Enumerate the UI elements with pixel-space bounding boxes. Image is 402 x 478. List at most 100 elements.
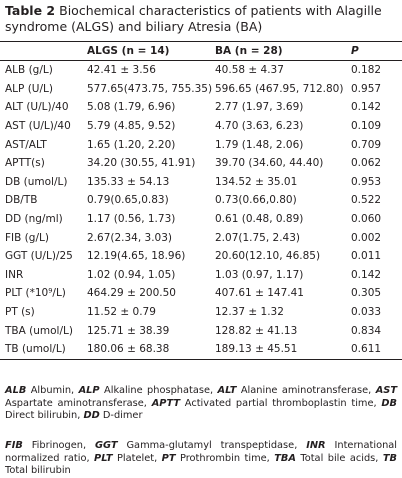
table-cell: 0.142 (351, 268, 382, 281)
table-cell: 1.02 (0.94, 1.05) (87, 268, 176, 281)
abbreviation: DB (381, 397, 397, 409)
table-cell: 128.82 ± 41.13 (215, 324, 298, 337)
abbreviation-desc: Albumin, (30, 385, 75, 396)
title-text: Biochemical characteristics of patients … (5, 3, 382, 34)
abbreviation-desc: D-dimer (102, 410, 143, 422)
table-cell: 125.71 ± 38.39 (87, 324, 170, 337)
table-cell: 0.002 (351, 231, 382, 244)
table-cell: 180.06 ± 68.38 (87, 343, 170, 356)
table-cell: 464.29 ± 200.50 (87, 287, 176, 300)
abbreviation: PLT (94, 452, 113, 464)
abbreviation-desc: Direct bilirubin, (5, 410, 81, 422)
abbreviation: TB (382, 452, 398, 464)
table-cell: ALT (U/L)/40 (5, 101, 69, 114)
abbreviation: ALP (78, 385, 100, 396)
table-cell: 34.20 (30.55, 41.91) (87, 157, 196, 170)
abbreviation-desc: Total bile acids, (300, 452, 379, 464)
table-cell: PLT (*10⁹/L) (5, 287, 66, 300)
table-cell: 0.957 (351, 82, 382, 95)
table-cell: 2.77 (1.97, 3.69) (215, 101, 304, 114)
table-cell: 407.61 ± 147.41 (215, 287, 304, 300)
data-table: ALGS (n = 14) BA (n = 28) P ALB (g/L) 42.41… (0, 41, 402, 360)
table-row: ALB (g/L) 42.41 ± 3.56 40.58 ± 4.37 0.182 (0, 61, 402, 80)
table-cell: 135.33 ± 54.13 (87, 175, 170, 188)
column-header: BA (n = 28) (215, 45, 283, 57)
table-cell: 1.65 (1.20, 2.20) (87, 138, 176, 151)
table-row: AST (U/L)/40 5.79 (4.85, 9.52) 4.70 (3.63,… (0, 117, 402, 136)
table-cell: INR (5, 268, 24, 281)
table-row: INR 1.02 (0.94, 1.05) 1.03 (0.97, 1.17) 0.1… (0, 266, 402, 285)
table-cell: 12.37 ± 1.32 (215, 306, 284, 319)
table-cell: 42.41 ± 3.56 (87, 64, 156, 77)
abbreviation-desc: Platelet, (116, 452, 158, 464)
table-cell: AST/ALT (5, 138, 47, 151)
abbreviation-desc: Activated partial thromboplastin time, (184, 397, 377, 409)
abbreviation: TBA (274, 452, 296, 464)
table-row: TB (umol/L) 180.06 ± 68.38 189.13 ± 45.51 0… (0, 340, 402, 359)
table-cell: 0.033 (351, 306, 382, 319)
table-cell: AST (U/L)/40 (5, 120, 71, 133)
table-cell: DD (ng/ml) (5, 213, 63, 226)
table-cell: 2.67(2.34, 3.03) (87, 231, 173, 244)
column-header (0, 42, 87, 61)
footnote: FIB Fibrinogen, GGT Gamma-glutamyl trans… (5, 440, 397, 478)
table-cell: 0.522 (351, 194, 382, 207)
footnote: ALB Albumin, ALP Alkaline phosphatase, A… (5, 385, 397, 423)
column-header: P (351, 45, 359, 57)
table-cell: 0.062 (351, 157, 382, 170)
table-row: ALT (U/L)/40 5.08 (1.79, 6.96) 2.77 (1.97,… (0, 98, 402, 117)
table-cell: 0.011 (351, 250, 382, 263)
table-cell: 596.65 (467.95, 712.80) (215, 82, 344, 95)
table-cell: 40.58 ± 4.37 (215, 64, 284, 77)
table-cell: DB/TB (5, 194, 38, 207)
title-label: Table 2 (5, 3, 56, 18)
table-cell: 0.73(0.66,0.80) (215, 194, 297, 207)
table-cell: ALP (U/L) (5, 82, 53, 95)
abbreviation-desc: Alkaline phosphatase, (104, 385, 214, 396)
table-cell: 0.109 (351, 120, 382, 133)
table-row: DB (umol/L) 135.33 ± 54.13 134.52 ± 35.01 0… (0, 173, 402, 192)
table-cell: 2.07(1.75, 2.43) (215, 231, 301, 244)
abbreviation-desc: Alanine aminotransferase, (240, 385, 372, 396)
table-row: PT (s) 11.52 ± 0.79 12.37 ± 1.32 0.033 (0, 303, 402, 322)
table-cell: 0.709 (351, 138, 382, 151)
table-cell: 0.305 (351, 287, 382, 300)
abbreviation-desc: Aspartate aminotransferase, (5, 397, 147, 409)
table-row: TBA (umol/L) 125.71 ± 38.39 128.82 ± 41.13… (0, 321, 402, 340)
abbreviation: ALB (5, 385, 27, 396)
table-cell: 5.79 (4.85, 9.52) (87, 120, 176, 133)
table-cell: DB (umol/L) (5, 175, 68, 188)
table-cell: 39.70 (34.60, 44.40) (215, 157, 324, 170)
abbreviation-desc: International normalized ratio, (5, 440, 398, 464)
abbreviation: AST (375, 385, 398, 396)
table-cell: 0.182 (351, 64, 382, 77)
table-cell: 20.60(12.10, 46.85) (215, 250, 321, 263)
abbreviation: APTT (151, 397, 181, 409)
table-cell: PT (s) (5, 306, 35, 319)
abbreviation-desc: Total bilirubin (5, 465, 71, 477)
table-cell: 0.79(0.65,0.83) (87, 194, 169, 207)
table-cell: 1.17 (0.56, 1.73) (87, 213, 176, 226)
table-cell: 0.953 (351, 175, 382, 188)
table-cell: 4.70 (3.63, 6.23) (215, 120, 304, 133)
abbreviation: DD (83, 410, 100, 422)
column-header: ALGS (n = 14) (87, 45, 170, 57)
table-body: ALB (g/L) 42.41 ± 3.56 40.58 ± 4.37 0.182 AL… (0, 61, 402, 359)
table-row: GGT (U/L)/25 12.19(4.65, 18.96) 20.60(12.1… (0, 247, 402, 266)
table-cell: 1.03 (0.97, 1.17) (215, 268, 304, 281)
table-cell: 0.060 (351, 213, 382, 226)
abbreviation: FIB (5, 440, 23, 451)
header-row: ALGS (n = 14) BA (n = 28) P (0, 41, 402, 61)
table-cell: 1.79 (1.48, 2.06) (215, 138, 304, 151)
table-cell: 12.19(4.65, 18.96) (87, 250, 186, 263)
table-cell: 0.611 (351, 343, 382, 356)
abbreviation-desc: Prothrombin time, (179, 452, 270, 464)
table-cell: ALB (g/L) (5, 64, 53, 77)
table-cell: FIB (g/L) (5, 231, 49, 244)
table-cell: TB (umol/L) (5, 343, 66, 356)
table-cell: 577.65(473.75, 755.35) (87, 82, 213, 95)
table-row: ALP (U/L) 577.65(473.75, 755.35) 596.65 (4… (0, 80, 402, 99)
table-cell: 0.142 (351, 101, 382, 114)
abbreviation: PT (161, 452, 176, 464)
table-row: FIB (g/L) 2.67(2.34, 3.03) 2.07(1.75, 2.43… (0, 228, 402, 247)
